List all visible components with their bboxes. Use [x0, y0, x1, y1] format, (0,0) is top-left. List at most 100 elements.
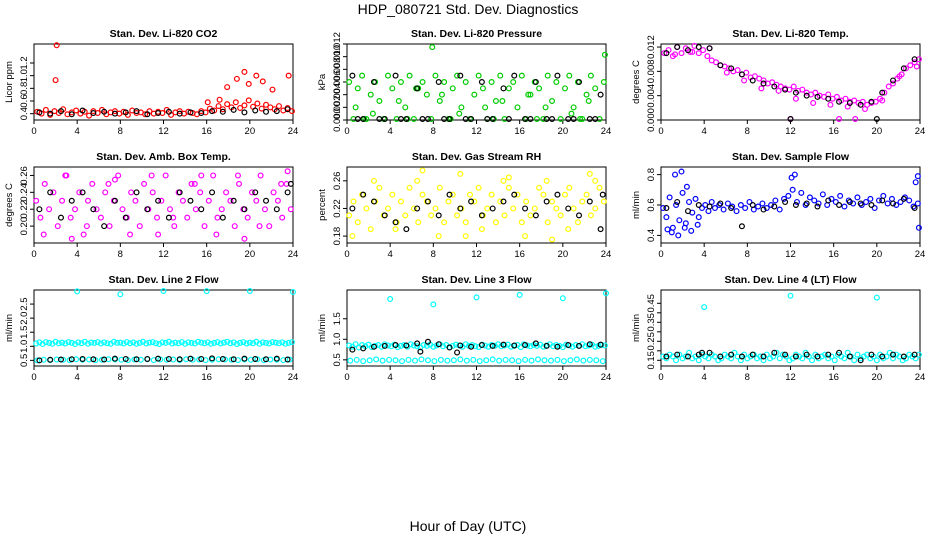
data-point: [136, 223, 143, 230]
data-point: [414, 340, 421, 347]
data-point: [863, 198, 870, 205]
data-point: [241, 235, 248, 242]
data-point: [224, 101, 231, 108]
data-point: [861, 106, 868, 113]
data-point: [676, 217, 683, 224]
data-point: [84, 340, 91, 347]
data-point: [155, 355, 162, 362]
data-point: [397, 78, 404, 85]
data-point: [792, 353, 799, 360]
data-point: [489, 342, 496, 349]
data-point: [857, 200, 864, 207]
series-black: [349, 338, 604, 356]
data-point: [684, 208, 691, 215]
data-point: [728, 65, 735, 72]
data-point: [47, 356, 54, 363]
data-point: [586, 198, 593, 205]
x-tick-label: 20: [558, 372, 569, 383]
data-point: [570, 104, 577, 111]
data-point: [527, 343, 534, 350]
data-point: [259, 339, 266, 346]
data-point: [241, 68, 248, 75]
data-point: [79, 107, 86, 114]
series-all: [661, 42, 922, 122]
data-point: [192, 206, 199, 213]
data-point: [410, 205, 417, 212]
data-point: [673, 357, 680, 364]
data-point: [554, 356, 561, 363]
data-point: [148, 172, 155, 179]
y-tick-label: 0.6: [19, 94, 30, 107]
data-point: [46, 206, 53, 213]
data-point: [561, 191, 568, 198]
data-point: [218, 206, 225, 213]
data-point: [449, 191, 456, 198]
data-point: [106, 223, 113, 230]
data-point: [389, 191, 396, 198]
data-point: [554, 343, 561, 350]
data-point: [133, 340, 140, 347]
chart-panel-9: Stan. Dev. Line 4 (LT) Flow 0 4 8 12 16 20 24 0.…: [631, 274, 925, 383]
data-point: [79, 189, 86, 196]
data-point: [676, 351, 683, 358]
data-point: [175, 340, 182, 347]
data-point: [733, 208, 740, 215]
data-point: [540, 343, 547, 350]
data-point: [446, 191, 453, 198]
data-point: [456, 110, 463, 117]
data-point: [482, 104, 489, 111]
data-point: [462, 78, 469, 85]
data-point: [369, 110, 376, 117]
data-point: [803, 92, 810, 99]
data-point: [686, 349, 693, 356]
data-point: [846, 99, 853, 106]
data-point: [98, 356, 105, 363]
data-point: [734, 67, 741, 74]
data-point: [86, 112, 93, 119]
data-point: [806, 194, 813, 201]
data-point: [224, 338, 231, 345]
data-point: [463, 357, 470, 364]
series-black: [349, 72, 604, 122]
data-point: [204, 339, 211, 346]
data-point: [57, 108, 64, 115]
data-point: [483, 357, 490, 364]
data-point: [436, 184, 443, 191]
data-point: [423, 91, 430, 98]
data-point: [185, 339, 192, 346]
data-point: [792, 202, 799, 209]
data-point: [749, 202, 756, 209]
y-tick-label: 0.000: [332, 108, 343, 132]
data-point: [457, 170, 464, 177]
data-point: [89, 180, 96, 187]
data-point: [385, 342, 392, 349]
data-point: [230, 197, 237, 204]
data-point: [273, 206, 280, 213]
series-black: [663, 349, 918, 364]
data-point: [133, 108, 140, 115]
data-point: [449, 85, 456, 92]
data-point: [287, 180, 294, 187]
data-point: [162, 339, 169, 346]
data-point: [488, 78, 495, 85]
data-point: [585, 342, 592, 349]
data-point: [547, 357, 554, 364]
data-point: [353, 356, 360, 363]
data-point: [912, 179, 919, 186]
data-point: [424, 115, 431, 122]
data-point: [68, 197, 75, 204]
data-point: [234, 172, 241, 179]
data-point: [672, 171, 679, 178]
data-point: [527, 91, 534, 98]
plot-frame: [660, 166, 921, 244]
data-point: [851, 357, 858, 364]
data-point: [911, 205, 918, 212]
data-point: [717, 200, 724, 207]
data-point: [852, 115, 859, 122]
data-point: [266, 340, 273, 347]
data-point: [560, 358, 567, 365]
data-point: [269, 86, 276, 93]
data-point: [367, 226, 374, 233]
data-point: [373, 356, 380, 363]
data-point: [814, 203, 821, 210]
